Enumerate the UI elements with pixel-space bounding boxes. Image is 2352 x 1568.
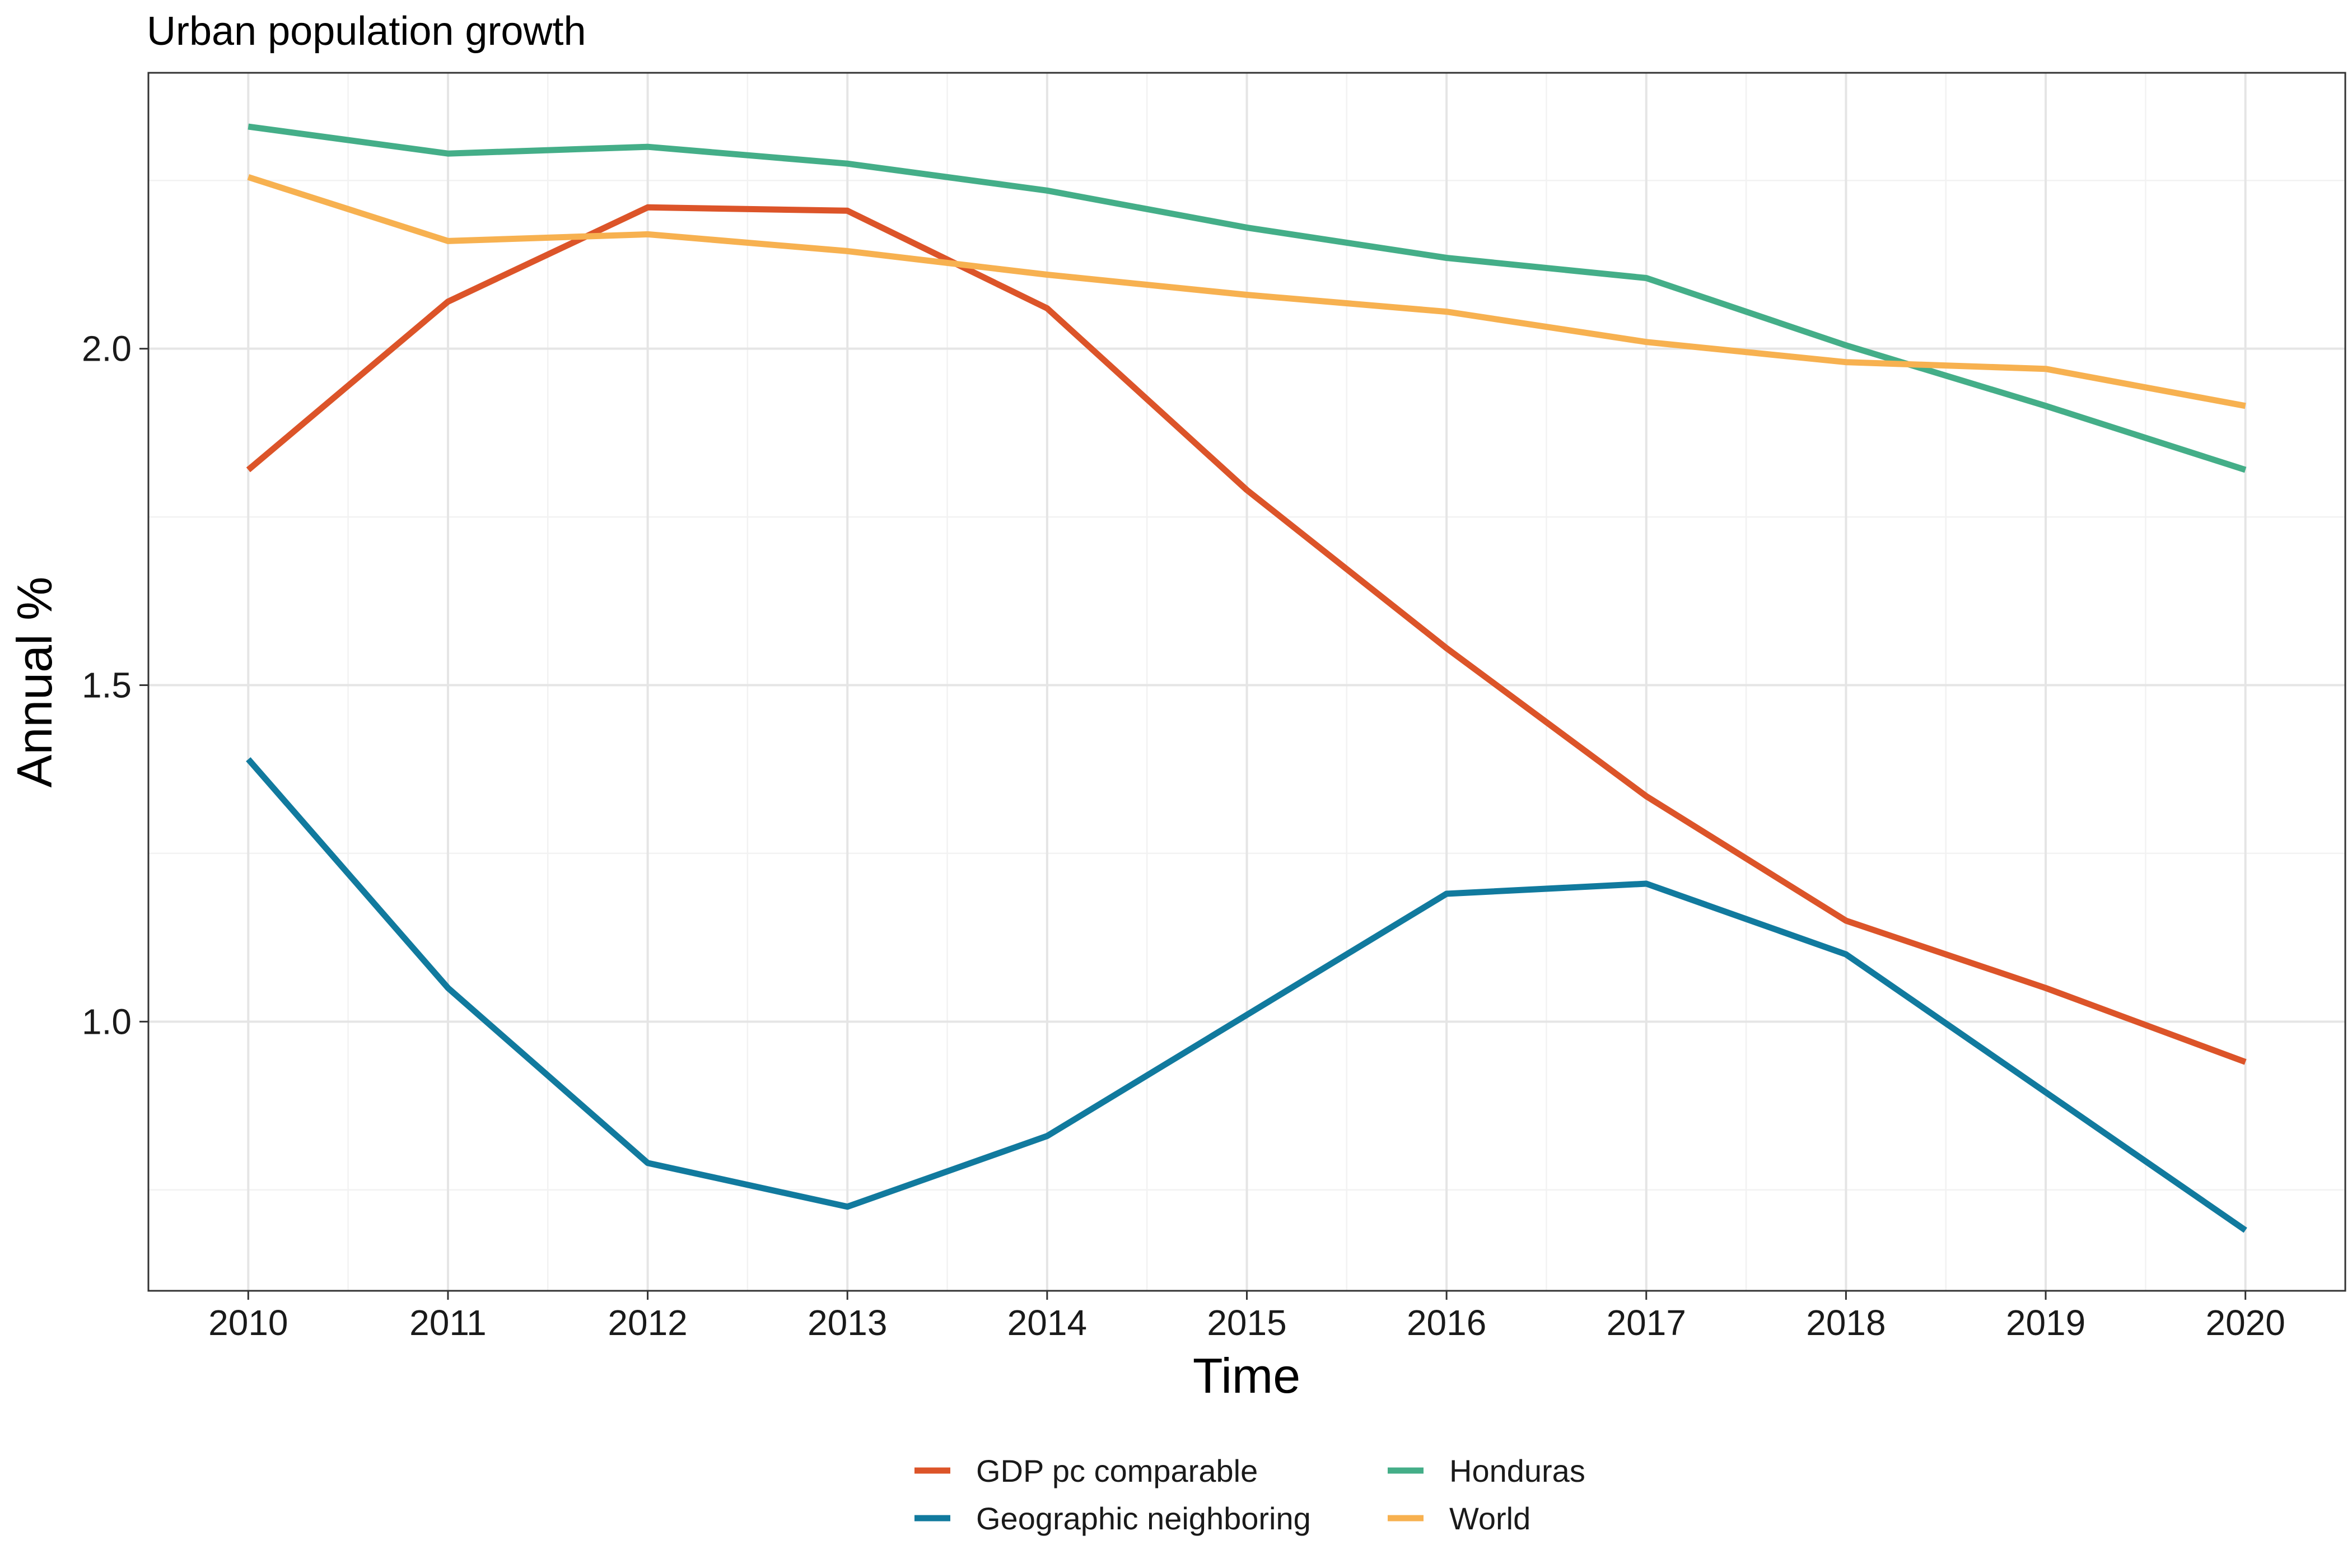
x-tick-label: 2017	[1607, 1303, 1686, 1343]
x-tick-label: 2015	[1207, 1303, 1286, 1343]
x-axis-title: Time	[1193, 1348, 1300, 1403]
legend: GDP pc comparable Geographic neighboring H…	[914, 1453, 1585, 1536]
plot-panel	[147, 72, 2346, 1292]
legend-label-geographic-neighboring: Geographic neighboring	[976, 1501, 1311, 1536]
y-axis-title: Annual %	[7, 577, 62, 788]
x-tick-label: 2016	[1407, 1303, 1486, 1343]
chart-title: Urban population growth	[147, 9, 586, 54]
y-tick-label: 1.5	[82, 665, 132, 706]
x-tick-label: 2011	[409, 1303, 487, 1343]
x-tick-label: 2012	[608, 1303, 687, 1343]
y-axis: 1.0 1.5 2.0	[82, 329, 148, 1042]
series-line-geographic-neighboring	[246, 757, 2247, 1233]
x-tick-label: 2018	[1806, 1303, 1886, 1343]
legend-label-honduras: Honduras	[1449, 1453, 1585, 1488]
x-tick-label: 2010	[208, 1303, 288, 1343]
legend-label-gdp-pc-comparable: GDP pc comparable	[976, 1453, 1258, 1488]
x-axis: 2010 2011 2012 2013 2014 2015 2016 2017 2018 2019…	[208, 1291, 2285, 1343]
x-tick-label: 2019	[2006, 1303, 2085, 1343]
x-tick-label: 2020	[2205, 1303, 2285, 1343]
x-tick-label: 2014	[1007, 1303, 1087, 1343]
series-lines	[246, 123, 2247, 1233]
y-tick-label: 1.0	[82, 1001, 132, 1042]
major-gridlines	[148, 73, 2345, 1291]
x-tick-label: 2013	[808, 1303, 887, 1343]
series-line-world	[247, 174, 2246, 409]
y-tick-label: 2.0	[82, 329, 132, 369]
legend-label-world: World	[1449, 1501, 1530, 1536]
